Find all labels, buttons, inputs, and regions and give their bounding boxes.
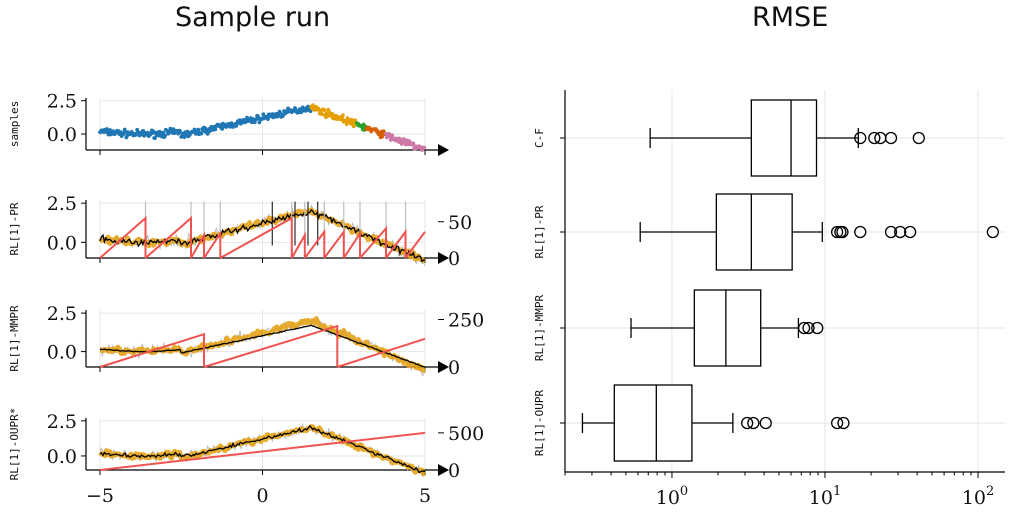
sample-point [266, 117, 270, 121]
panel-3-ylabel: RL[1]-OUPR* [8, 408, 21, 481]
panel-0-ylabel: samples [8, 101, 21, 147]
box-flier [884, 131, 898, 145]
sample-point [330, 111, 334, 116]
x-tick-label: 5 [419, 485, 431, 507]
box-flier [903, 225, 917, 239]
sample-point [308, 109, 313, 114]
sample-point [327, 109, 331, 114]
sample-point [349, 117, 354, 122]
box-iqr [715, 193, 793, 271]
box-flier [986, 225, 1000, 239]
panel-2-y2-tick-label: 250 [448, 310, 484, 332]
panel-2-estimate [99, 324, 426, 368]
panel-3-y-tick-label: 2.5 [47, 411, 77, 433]
sample-point [105, 127, 109, 131]
panel-1-gold-band [98, 207, 427, 263]
sample-point [153, 136, 157, 141]
panel-3-estimate [99, 425, 426, 474]
box-flier [912, 131, 925, 145]
box-flier [894, 225, 907, 239]
sample-point [278, 111, 283, 115]
panel-3-y-tick-label: 0.0 [47, 446, 77, 468]
panel-2-y-tick-label: 2.5 [47, 303, 77, 325]
panel-1-y-tick-label: 0.0 [47, 232, 77, 254]
sample-point [380, 134, 384, 139]
box-flier [759, 416, 772, 430]
box-flier [854, 225, 867, 239]
box-flier [830, 416, 844, 430]
panel-0-y-tick-label: 0.0 [47, 124, 77, 146]
box-category-label: RL[1]-OUPR [533, 390, 546, 457]
sample-point [257, 120, 262, 125]
box-flier [830, 225, 844, 239]
panel-1-y-tick-label: 2.5 [47, 193, 77, 215]
sample-point [108, 128, 112, 132]
box-x-tick-label: 100 [656, 484, 688, 509]
box-iqr [613, 384, 693, 462]
box-flier [811, 321, 824, 335]
box-x-tick-label: 102 [962, 484, 994, 509]
sample-point [178, 130, 183, 135]
box-flier [836, 225, 849, 239]
box-iqr [750, 99, 818, 177]
panel-0-y-tick-label: 2.5 [47, 91, 77, 113]
panel-2-y-tick-label: 0.0 [47, 342, 77, 364]
right-title: RMSE [752, 2, 829, 33]
box-flier [797, 321, 811, 335]
sample-point [351, 124, 356, 129]
panel-1-y2-tick-label: 0 [448, 248, 460, 270]
sample-point [411, 141, 416, 146]
box-flier [884, 225, 898, 239]
sample-point [163, 133, 167, 138]
sample-point [422, 145, 427, 150]
sample-point [344, 122, 349, 127]
panel-2-sample-count [99, 324, 426, 368]
box-flier [868, 131, 881, 145]
box-category-label: RL[1]-PR [533, 205, 546, 258]
sample-point [199, 131, 204, 136]
sample-point [340, 113, 345, 118]
box-flier [802, 321, 815, 335]
sample-point [213, 127, 218, 132]
box-flier [741, 416, 754, 430]
sample-point [261, 112, 266, 117]
panel-0-x-arrow [438, 144, 449, 156]
panel-3-y2-tick-label: 0 [448, 460, 460, 482]
sample-point [345, 116, 350, 121]
box-flier [747, 416, 760, 430]
panel-1-ylabel: RL[1]-PR [8, 202, 21, 255]
sample-point [320, 112, 324, 117]
sample-point [196, 127, 201, 132]
panel-1-y2-tick-label: 50 [448, 212, 472, 234]
box-x-tick-label: 101 [809, 484, 841, 509]
panel-3-sample-count [99, 431, 426, 471]
box-flier [854, 131, 867, 145]
box-category-label: C-F [533, 128, 546, 148]
box-category-label: RL[1]-MMPR [533, 295, 546, 362]
left-title: Sample run [175, 2, 331, 33]
panel-3-y2-tick-label: 500 [448, 423, 484, 445]
panel-2-ylabel: RL[1]-MMPR [8, 305, 21, 372]
sample-point [220, 126, 225, 131]
x-tick-label: 0 [256, 485, 268, 507]
panel-2-y2-tick-label: 0 [448, 357, 460, 379]
panel-1-sample-count [99, 215, 426, 259]
x-tick-label: −5 [86, 485, 114, 507]
sample-point [390, 133, 395, 138]
sample-point [332, 116, 337, 121]
panel-1-estimate [99, 209, 426, 263]
box-flier [837, 416, 850, 430]
sample-point [322, 108, 327, 113]
box-iqr [693, 289, 762, 367]
